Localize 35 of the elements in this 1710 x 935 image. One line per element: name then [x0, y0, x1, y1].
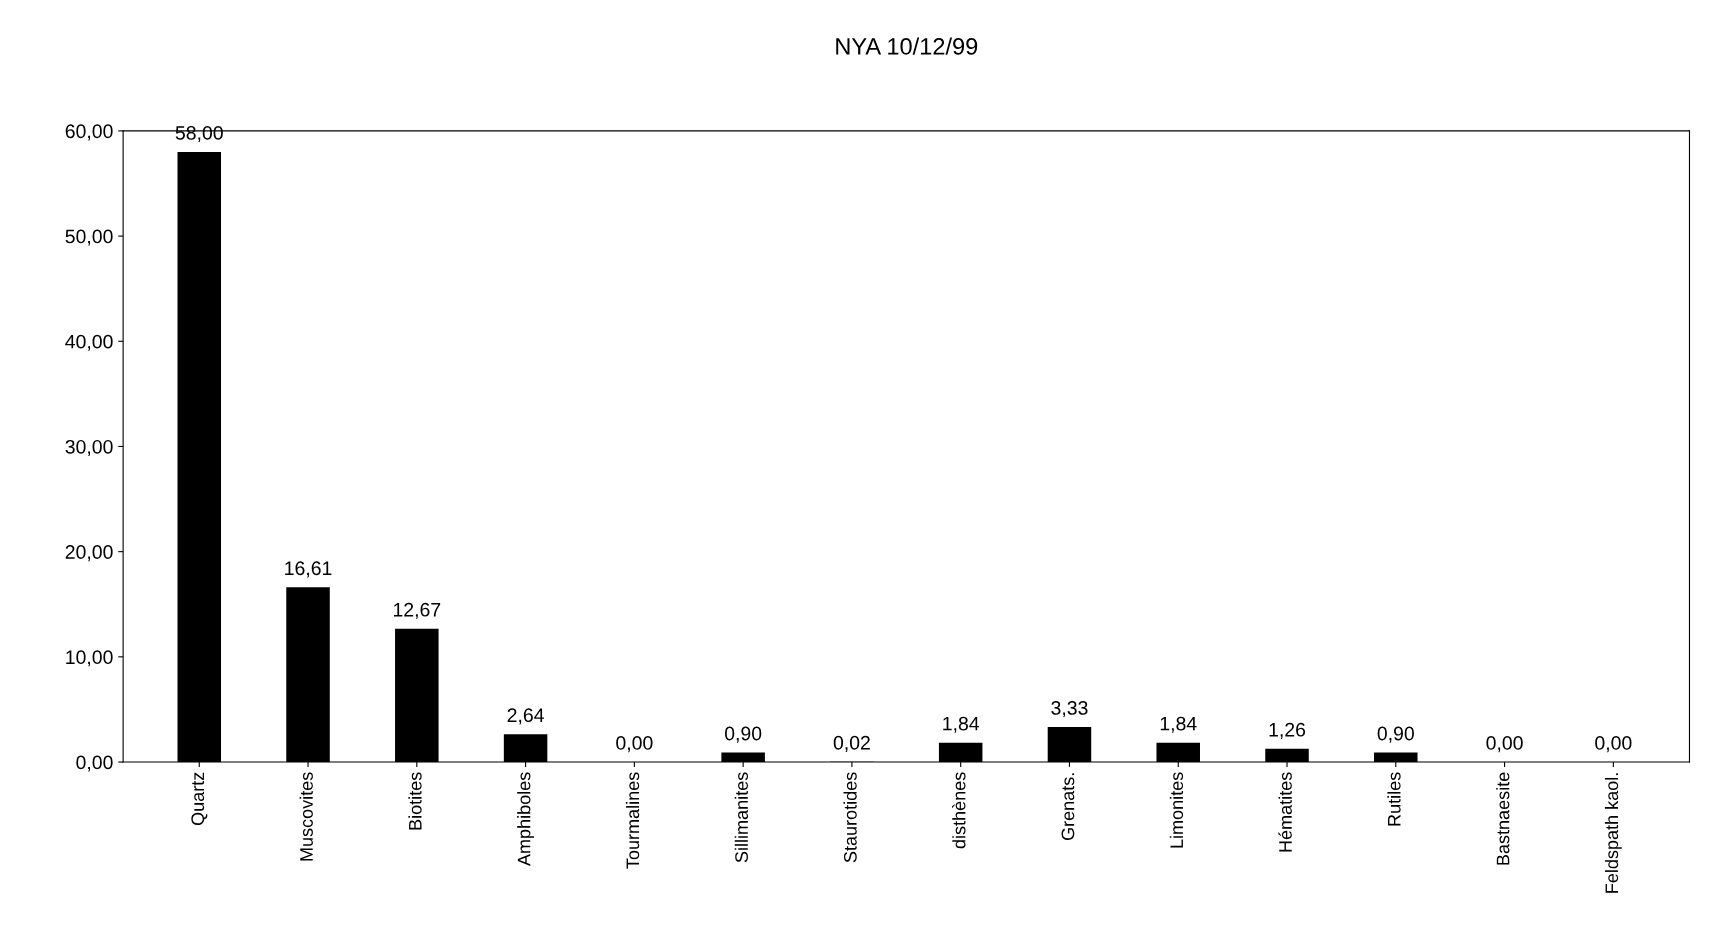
- data-label: 1,26: [1269, 722, 1306, 739]
- y-tick-label: 30,00: [65, 439, 113, 456]
- x-tick-label: Limonites: [1169, 772, 1184, 848]
- data-label: 0,90: [724, 726, 762, 743]
- x-tick-label: Muscovites: [299, 772, 313, 861]
- x-tick-label: Quartz: [191, 772, 208, 826]
- x-tick-label: Biotites: [408, 772, 422, 830]
- data-label: 0,00: [1595, 736, 1632, 753]
- y-tick-label: 50,00: [65, 229, 113, 246]
- data-label: 16,61: [285, 561, 332, 578]
- x-tick-label: disthènes: [952, 772, 966, 849]
- data-label: 0,00: [1486, 736, 1523, 753]
- x-tick-label: Hématites: [1278, 772, 1292, 852]
- x-tick-label: Feldspath kaol.: [1604, 773, 1622, 893]
- x-tick-label: Rutiles: [1387, 772, 1401, 826]
- data-label: 1,84: [943, 716, 980, 733]
- data-label: 0,00: [616, 736, 653, 753]
- x-tick-label: Staurotides: [843, 772, 857, 863]
- y-tick-label: 40,00: [65, 334, 113, 351]
- y-tick-label: 0,00: [76, 755, 113, 772]
- y-tick-label: 10,00: [66, 650, 113, 667]
- x-tick-label: Tourmalines: [625, 772, 640, 869]
- data-label: 1,84: [1160, 716, 1197, 733]
- data-label: 0,90: [1377, 726, 1414, 743]
- x-tick-label: Bastnaesite: [1496, 772, 1510, 865]
- x-tick-label: Grenats.: [1061, 773, 1075, 841]
- chart-title: NYA 10/12/99: [836, 37, 978, 55]
- data-label: 3,33: [1051, 701, 1088, 718]
- data-label: 0,02: [833, 735, 870, 752]
- y-tick-label: 60,00: [65, 124, 113, 141]
- y-tick-label: 20,00: [65, 545, 113, 562]
- data-label: 2,64: [507, 708, 544, 725]
- x-tick-label: Amphiboles: [517, 772, 534, 867]
- x-tick-label: Sillimanites: [734, 772, 748, 863]
- data-label: 12,67: [393, 602, 441, 619]
